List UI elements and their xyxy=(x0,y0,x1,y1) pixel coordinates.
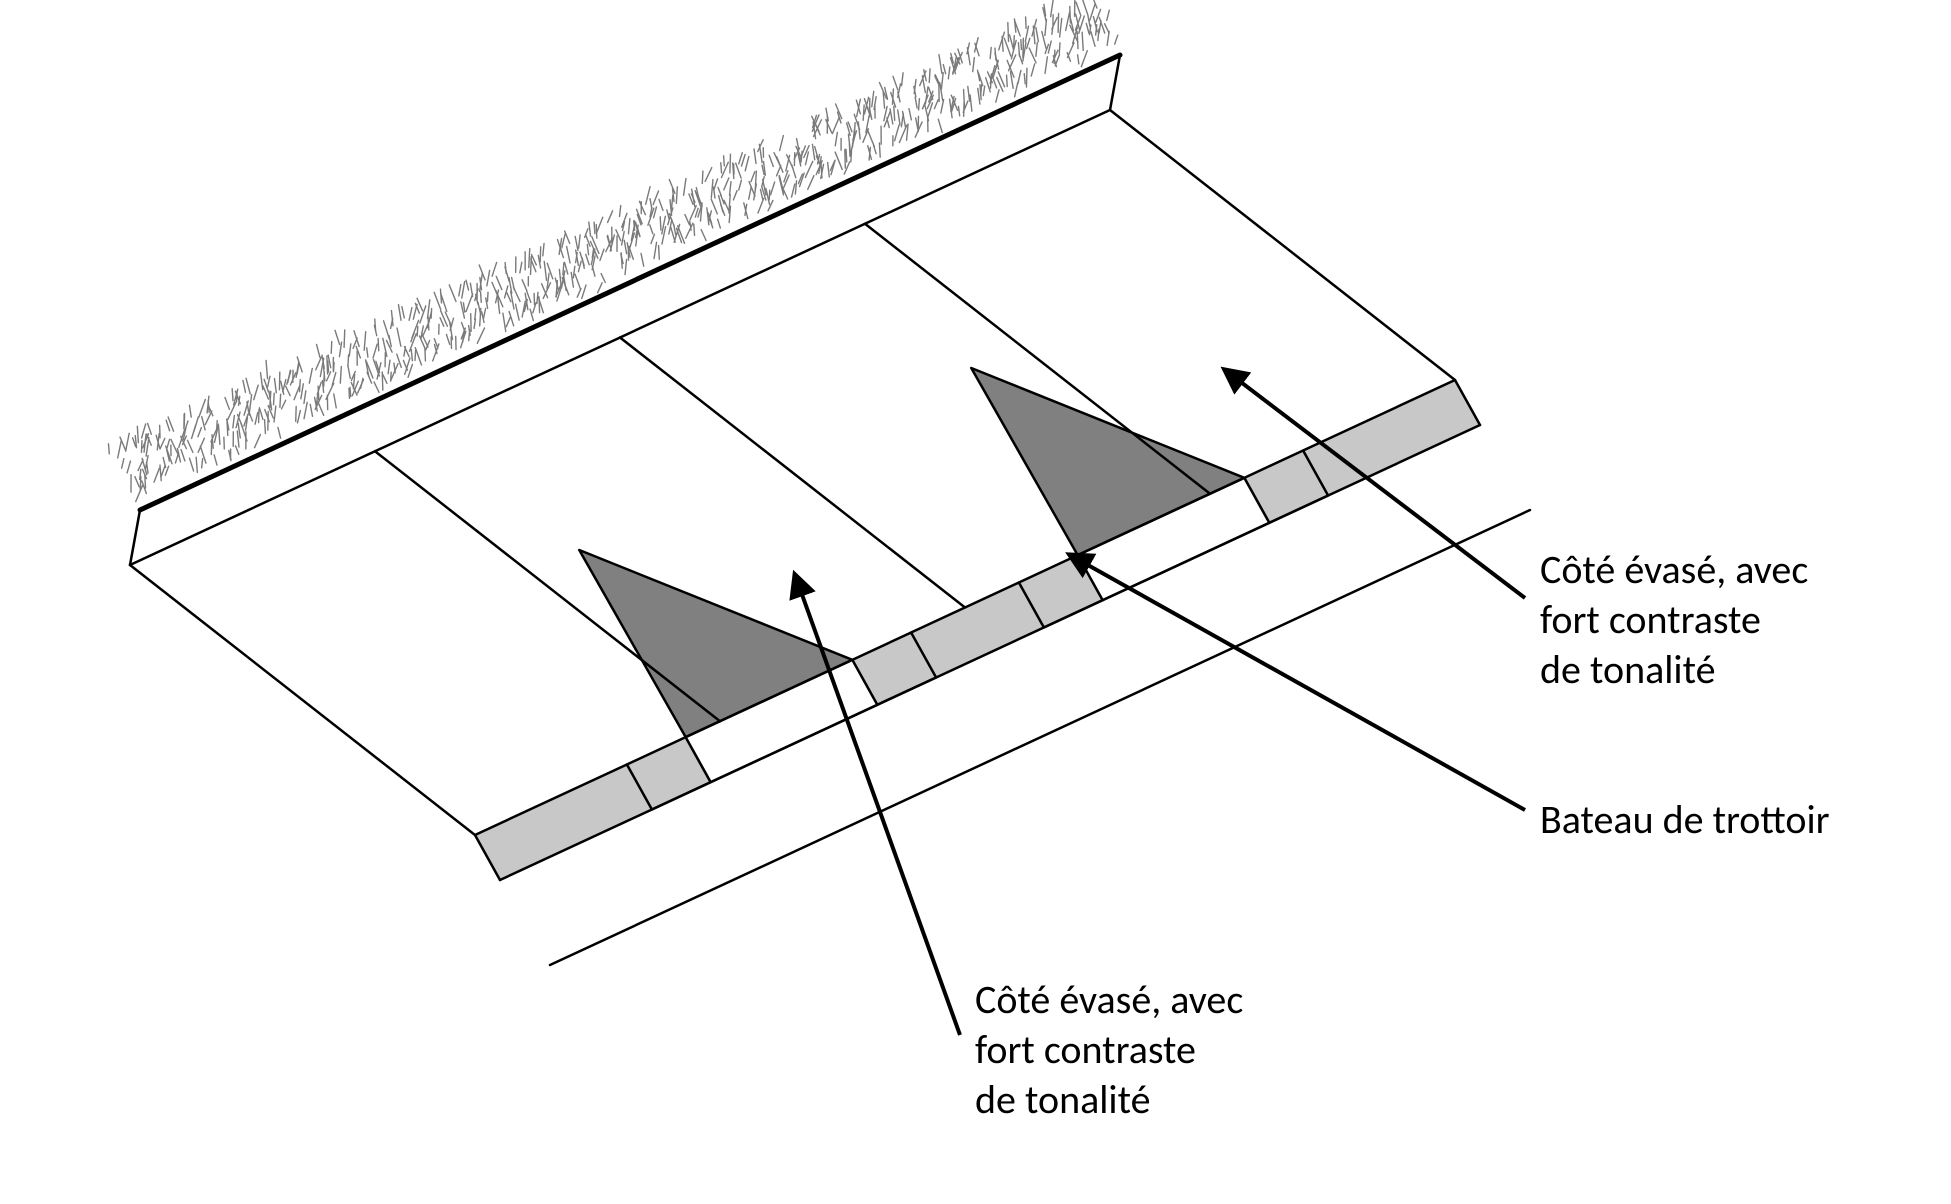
label-cote-evase-top: Côté évasé, avec fort contraste de tonal… xyxy=(1540,545,1808,695)
label-cote-evase-bottom: Côté évasé, avec fort contraste de tonal… xyxy=(975,975,1243,1125)
label-bateau-trottoir: Bateau de trottoir xyxy=(1540,795,1830,845)
